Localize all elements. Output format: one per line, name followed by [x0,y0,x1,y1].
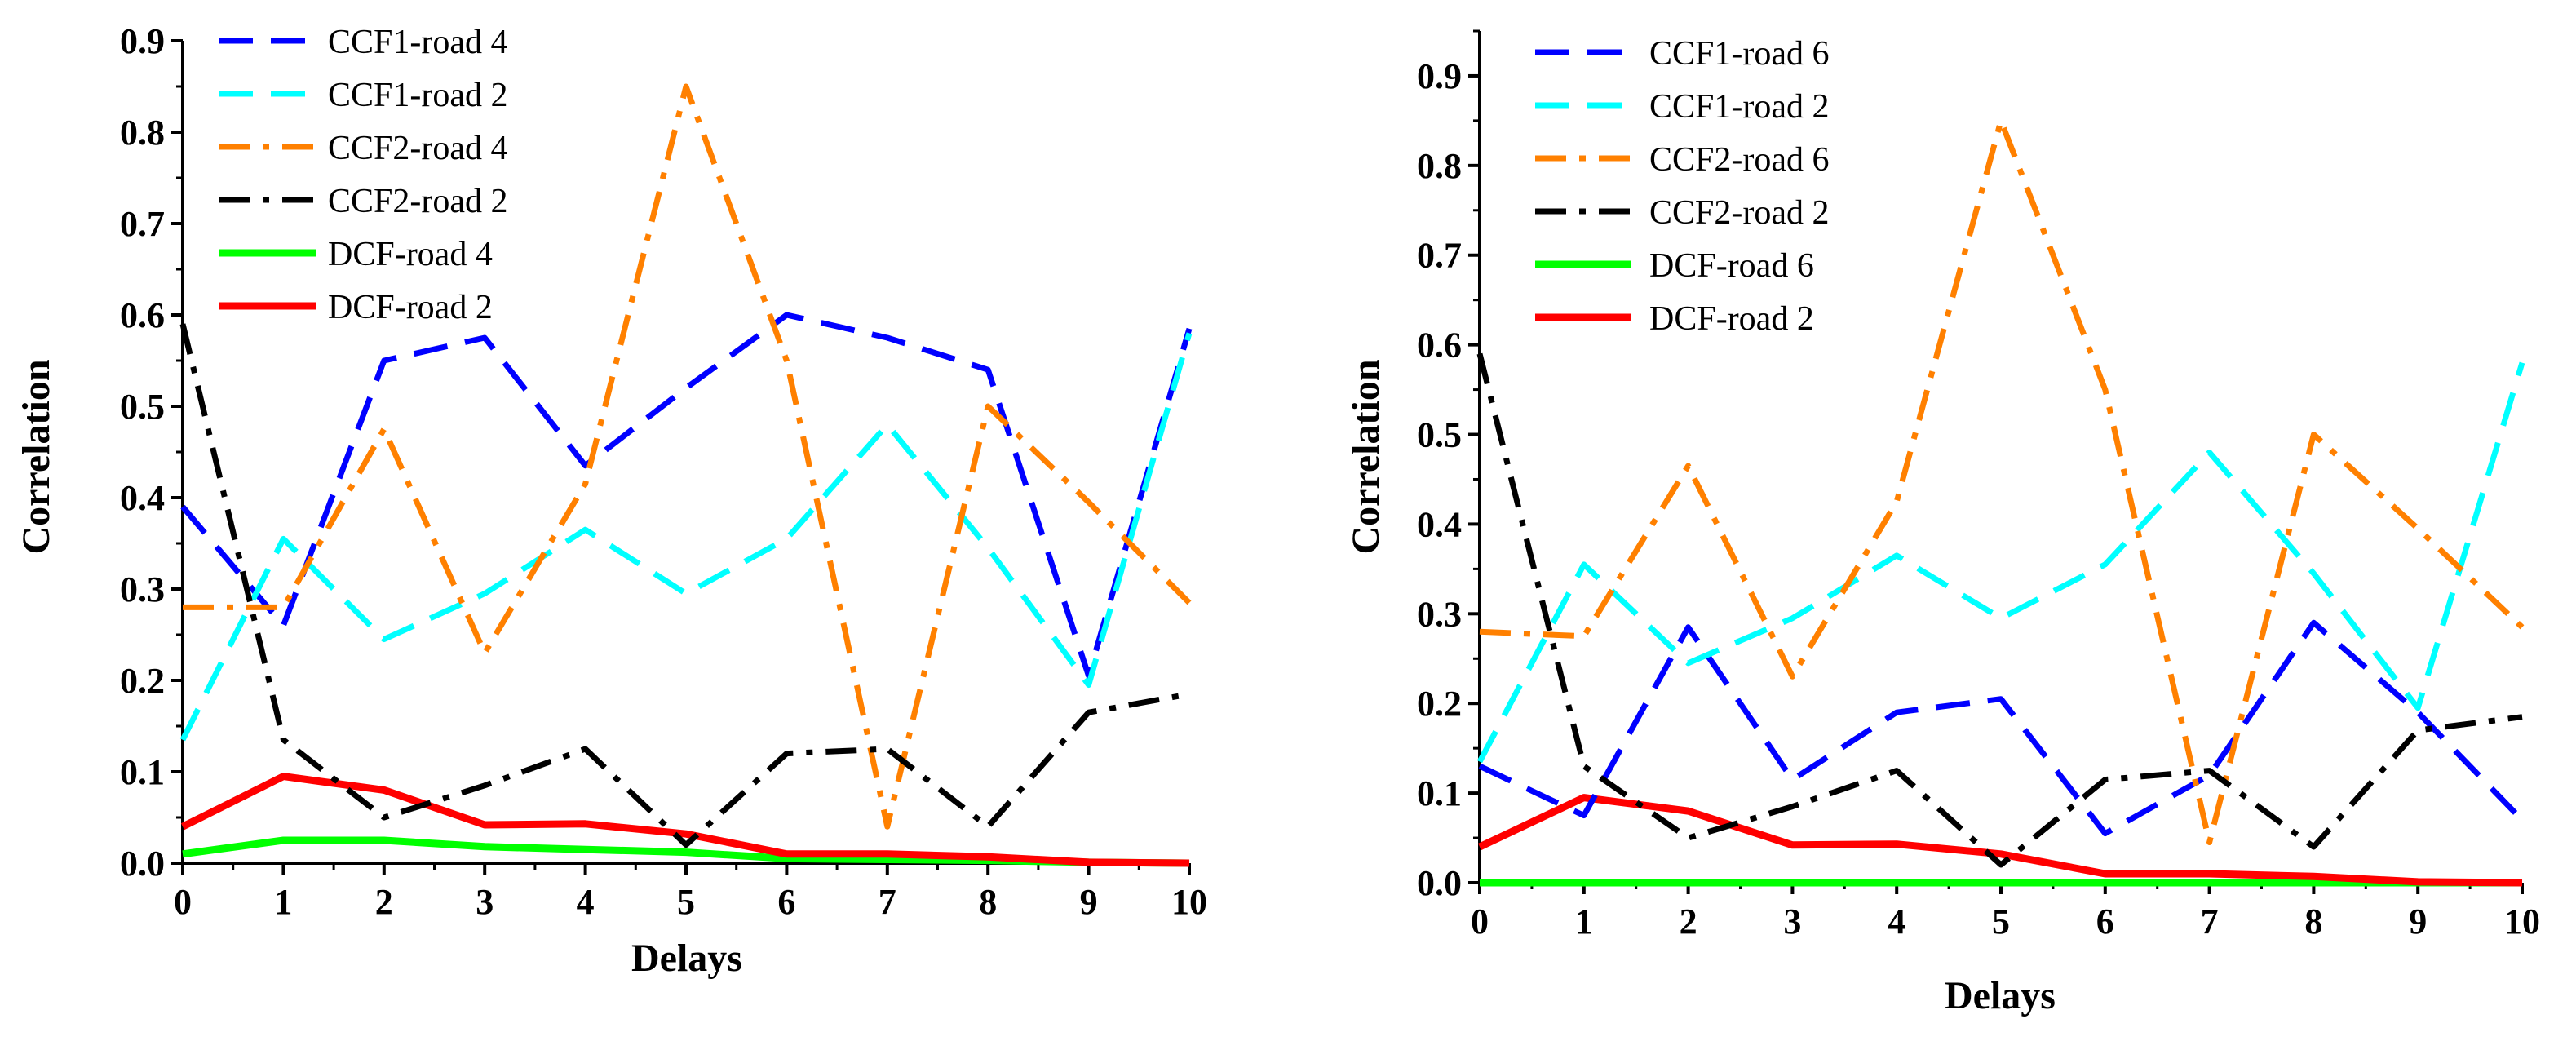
x-tick-label: 10 [2504,901,2540,941]
x-tick-label: 1 [1575,901,1593,941]
chart-right: 0.0 0.1 0.2 0.3 0.4 0.5 0.6 0.7 0.8 0.9 0 1 2 3 4 5 6 7 8 9… [1344,29,2540,1017]
y-tick-label: 0.3 [120,569,165,609]
series-line-dcf-road-2 [1478,794,2523,887]
x-tick-label: 9 [2409,901,2427,941]
legend-label: DCF-road 4 [328,236,493,273]
y-tick-label: 0.2 [120,661,165,701]
x-tick-label: 6 [2096,901,2114,941]
y-axis-title: Correlation [1344,359,1388,554]
x-tick-label: 8 [979,882,997,922]
legend-label: CCF1-road 2 [1649,88,1830,126]
x-tick-label: 4 [1888,901,1905,941]
y-tick-label: 0.8 [1417,146,1462,186]
y-tick-label: 0.9 [1417,56,1462,96]
chart-left: 0.0 0.1 0.2 0.3 0.4 0.5 0.6 0.7 0.8 0.9 0 1 2 3 4 5 6 7 8 9… [15,21,1207,980]
legend-label: CCF2-road 2 [1649,194,1830,232]
x-tick-label: 3 [1783,901,1801,941]
x-axis-title: Delays [631,937,742,980]
series-line-ccf1-road-2 [179,332,1193,742]
legend-label: DCF-road 2 [328,289,493,326]
x-tick-label: 1 [274,882,292,922]
x-tick-label: 2 [375,882,393,922]
legend-label: CCF1-road 2 [328,77,508,114]
x-tick-label: 9 [1080,882,1098,922]
x-tick-label: 7 [879,882,896,922]
series-line-dcf-road-2 [180,773,1190,867]
x-tick-label: 0 [174,882,192,922]
y-tick-label: 0.5 [120,387,165,427]
y-axis-title: Correlation [15,359,58,554]
y-tick-label: 0.6 [1417,326,1462,365]
y-tick-label: 0.2 [1417,684,1462,724]
y-tick-label: 0.6 [120,295,165,335]
x-tick-label: 10 [1171,882,1207,922]
y-tick-label: 0.1 [120,752,165,792]
y-tick-label: 0.7 [1417,236,1462,276]
y-tick-label: 0.4 [1417,504,1462,544]
legend-label: CCF1-road 4 [328,24,508,61]
legend-label: CCF2-road 6 [1649,141,1830,179]
x-tick-label: 7 [2201,901,2219,941]
legend-label: CCF2-road 4 [328,130,508,167]
x-tick-label: 4 [577,882,595,922]
x-tick-label: 2 [1680,901,1697,941]
series-line-ccf2-road-2 [1476,352,2523,868]
series-line-ccf1-road-2 [1476,361,2525,764]
x-tick-label: 0 [1471,901,1489,941]
y-tick-label: 0.3 [1417,594,1462,634]
series-line-ccf2-road-4 [183,83,1192,830]
legend-label: CCF1-road 6 [1649,35,1830,73]
legend-label: DCF-road 6 [1649,247,1814,285]
series-line-ccf2-road-2 [179,323,1190,848]
series-line-ccf1-road-4 [180,312,1193,679]
x-tick-label: 6 [777,882,795,922]
y-tick-label: 0.9 [120,21,165,61]
x-tick-label: 5 [677,882,695,922]
x-tick-label: 8 [2304,901,2322,941]
y-tick-label: 0.7 [120,204,165,244]
series-line-ccf1-road-6 [1478,619,2525,837]
y-tick-label: 0.0 [120,844,165,884]
y-tick-label: 0.5 [1417,415,1462,455]
x-tick-label: 3 [476,882,494,922]
y-tick-label: 0.0 [1417,863,1462,903]
y-tick-label: 0.4 [120,478,165,518]
y-tick-label: 0.1 [1417,773,1462,813]
x-axis-title: Delays [1945,974,2056,1017]
legend-label: CCF2-road 2 [328,183,508,220]
series-line-ccf2-road-6 [1479,117,2525,845]
legend-label: DCF-road 2 [1649,300,1814,338]
y-tick-label: 0.8 [120,113,165,153]
x-tick-label: 5 [1992,901,2010,941]
